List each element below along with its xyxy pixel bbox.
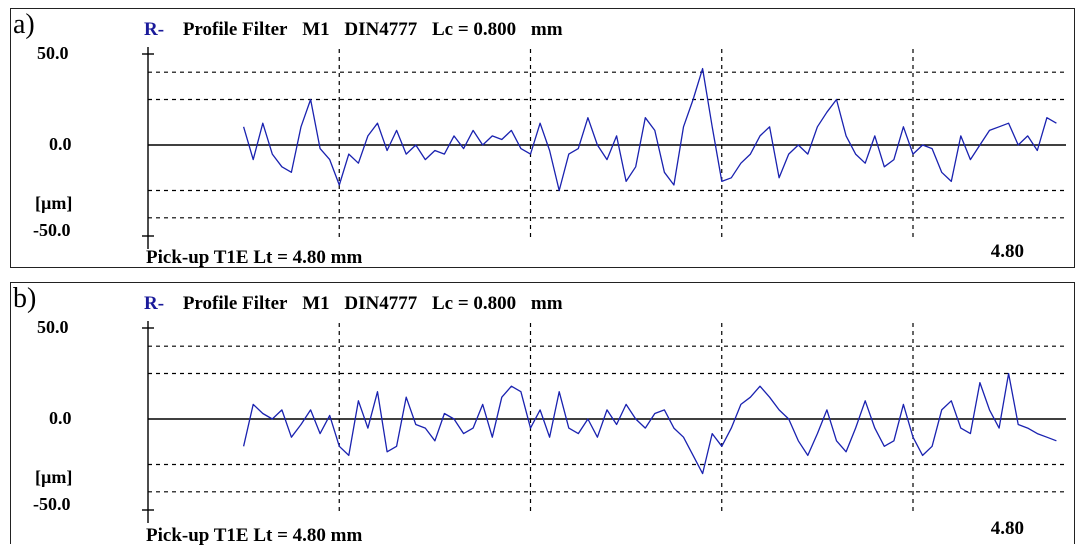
header-lc: Lc = 0.800: [431, 19, 517, 40]
y-tick-label: 0.0: [49, 134, 72, 154]
header-din: DIN4777: [344, 293, 418, 314]
y-tick-label: -50.0: [33, 494, 71, 514]
pickup-info: Pick-up T1E Lt = 4.80 mm: [146, 525, 363, 546]
header-din: DIN4777: [344, 19, 418, 40]
header-m1: M1: [302, 19, 330, 40]
profile-line: [242, 67, 1057, 192]
pickup-info: Pick-up T1E Lt = 4.80 mm: [146, 247, 363, 268]
y-tick-label: -50.0: [33, 220, 71, 240]
panel-label: a): [13, 9, 35, 40]
profile-plot-a: [142, 47, 1066, 249]
y-axis-unit: [µm]: [35, 467, 73, 487]
y-tick-label: 50.0: [37, 317, 69, 337]
profile-panel-b: b) R- Profile Filter M1 DIN4777 Lc = 0.8…: [10, 282, 1075, 546]
x-end-label: 4.80: [990, 518, 1024, 539]
header-unit: mm: [530, 19, 563, 40]
profile-plot-b: [142, 321, 1066, 523]
chart-header: R- Profile Filter M1 DIN4777 Lc = 0.800 …: [144, 293, 563, 315]
header-filter: Profile Filter: [182, 19, 288, 40]
r-profile-label: R-: [144, 293, 165, 314]
profile-line: [242, 372, 1057, 475]
profile-panel-a: a) R- Profile Filter M1 DIN4777 Lc = 0.8…: [10, 8, 1075, 268]
header-unit: mm: [530, 293, 563, 314]
x-end-label: 4.80: [990, 241, 1024, 262]
header-filter: Profile Filter: [182, 293, 288, 314]
header-lc: Lc = 0.800: [431, 293, 517, 314]
panel-label: b): [13, 283, 37, 314]
header-m1: M1: [302, 293, 330, 314]
y-tick-label: 0.0: [49, 408, 72, 428]
chart-header: R- Profile Filter M1 DIN4777 Lc = 0.800 …: [144, 19, 563, 41]
y-axis-unit: [µm]: [35, 193, 73, 213]
r-profile-label: R-: [144, 19, 165, 40]
y-tick-label: 50.0: [37, 43, 69, 63]
